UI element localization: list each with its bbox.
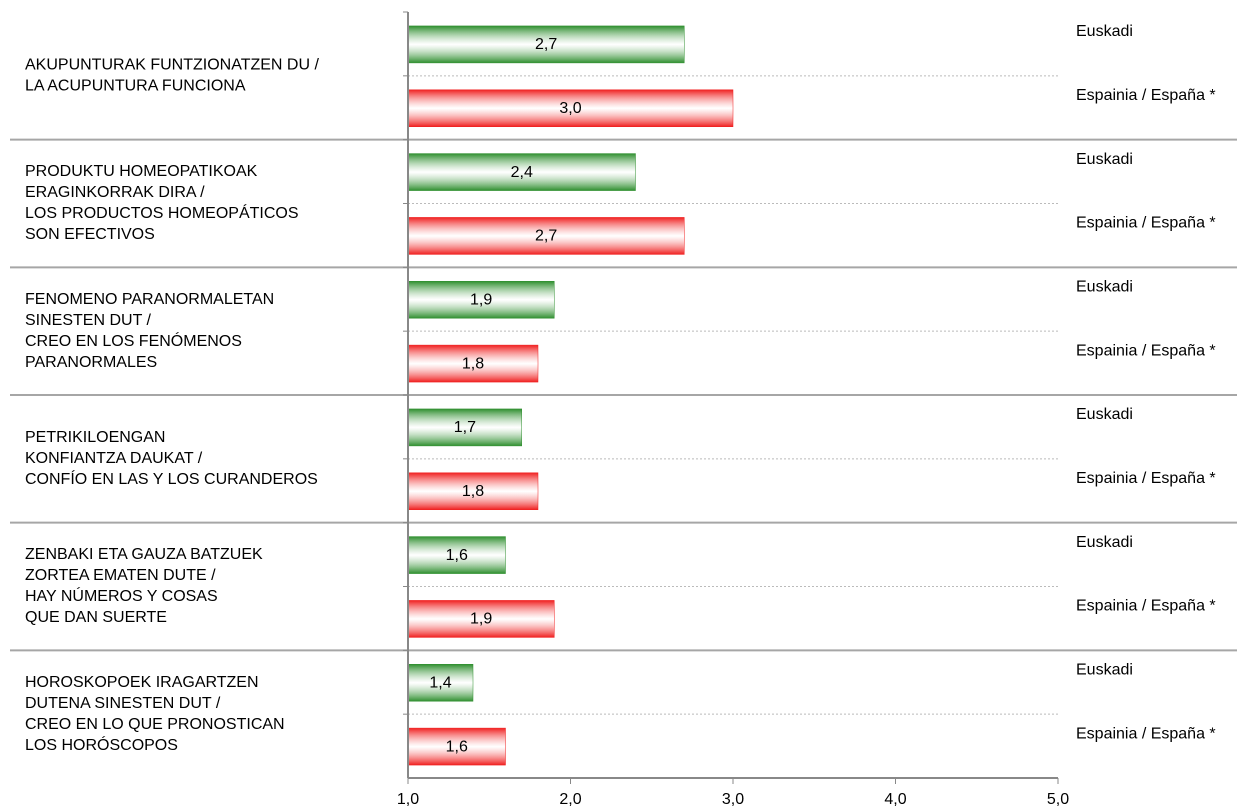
series-label: Euskadi [1076, 406, 1133, 423]
bar [407, 153, 636, 191]
category-label: FENOMENO PARANORMALETAN [25, 291, 274, 308]
value-label: 1,9 [470, 611, 492, 628]
series-label: Euskadi [1076, 23, 1133, 40]
value-label: 1,7 [454, 419, 476, 436]
x-tick-label: 4,0 [884, 791, 906, 808]
bar [407, 344, 539, 383]
series-label: Espainia / España * [1076, 470, 1216, 487]
bar [407, 727, 506, 766]
bar [407, 281, 555, 319]
category-label: CONFÍO EN LAS Y LOS CURANDEROS [25, 469, 318, 488]
value-label: 1,4 [429, 674, 451, 691]
value-label: 2,4 [511, 164, 533, 181]
x-tick-label: 5,0 [1047, 791, 1069, 808]
category-label: SON EFECTIVOS [25, 226, 155, 243]
bar [407, 536, 506, 574]
category-label: LA ACUPUNTURA FUNCIONA [25, 78, 246, 95]
x-tick-label: 3,0 [722, 791, 744, 808]
category-label: ZENBAKI ETA GAUZA BATZUEK [25, 546, 263, 563]
category-label: PARANORMALES [25, 354, 157, 371]
category-label: PRODUKTU HOMEOPATIKOAK [25, 163, 258, 180]
value-label: 1,6 [446, 738, 468, 755]
category-label: DUTENA SINESTEN DUT / [25, 695, 221, 712]
category-label: KONFIANTZA DAUKAT / [25, 450, 203, 467]
category-label: HOROSKOPOEK IRAGARTZEN [25, 674, 259, 691]
category-label: AKUPUNTURAK FUNTZIONATZEN DU / [25, 57, 319, 74]
category-label: QUE DAN SUERTE [25, 609, 167, 626]
value-label: 1,9 [470, 291, 492, 308]
value-label: 1,8 [462, 483, 484, 500]
series-label: Espainia / España * [1076, 725, 1216, 742]
series-label: Euskadi [1076, 278, 1133, 295]
category-label: CREO EN LOS FENÓMENOS [25, 331, 242, 350]
value-label: 1,6 [446, 547, 468, 564]
series-label: Euskadi [1076, 151, 1133, 168]
category-label: CREO EN LO QUE PRONOSTICAN [25, 716, 285, 733]
series-label: Euskadi [1076, 661, 1133, 678]
category-label: SINESTEN DUT / [25, 312, 152, 329]
bar [407, 600, 555, 638]
category-label: HAY NÚMEROS Y COSAS [25, 586, 218, 605]
value-label: 2,7 [535, 36, 557, 53]
bar [407, 89, 734, 127]
bar [407, 472, 539, 510]
series-label: Espainia / España * [1076, 87, 1216, 104]
category-label: LOS HORÓSCOPOS [25, 735, 178, 754]
series-label: Espainia / España * [1076, 598, 1216, 615]
series-label: Espainia / España * [1076, 215, 1216, 232]
x-tick-label: 1,0 [397, 791, 419, 808]
category-label: PETRIKILOENGAN [25, 429, 165, 446]
bar [407, 664, 474, 702]
category-label: ERAGINKORRAK DIRA / [25, 184, 205, 201]
bar [407, 408, 522, 447]
category-label: LOS PRODUCTOS HOMEOPÁTICOS [25, 203, 299, 222]
value-label: 3,0 [559, 100, 581, 117]
series-label: Euskadi [1076, 534, 1133, 551]
value-label: 2,7 [535, 228, 557, 245]
series-label: Espainia / España * [1076, 342, 1216, 359]
bar [407, 217, 685, 255]
x-tick-label: 2,0 [559, 791, 581, 808]
value-label: 1,8 [462, 355, 484, 372]
category-label: ZORTEA EMATEN DUTE / [25, 567, 216, 584]
bar [407, 25, 685, 64]
